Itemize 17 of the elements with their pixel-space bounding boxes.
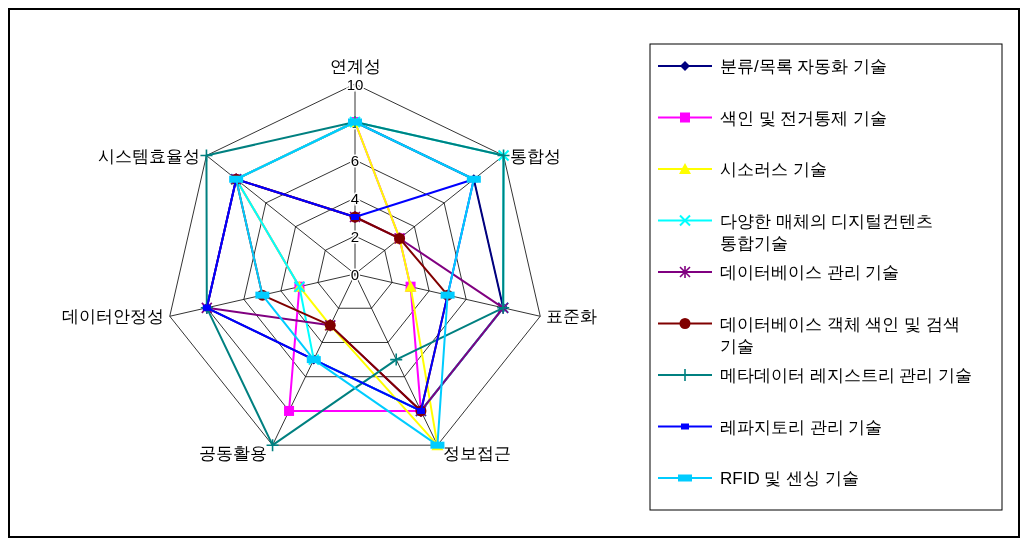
legend-label: 데이터베이스 관리 기술 (720, 263, 900, 282)
spoke-label: 정보접근 (443, 444, 512, 464)
legend-label: 색인 및 전거통제 기술 (720, 108, 888, 128)
spoke-label: 시스템효율성 (98, 146, 201, 166)
spoke-label: 연계성 (329, 57, 381, 76)
legend-label: 분류/목록 자동화 기술 (720, 57, 888, 76)
legend-label: 레파지토리 관리 기술 (720, 417, 883, 437)
spoke-label: 통합성 (509, 146, 561, 166)
legend-label: 다양한 매체의 디지털컨텐츠 통합기술 (720, 211, 934, 253)
y-tick-label: 0 (350, 265, 360, 283)
legend-label: 데이터베이스 객체 색인 및 검색 기술 (720, 314, 960, 356)
legend-label: RFID 및 센싱 기술 (720, 469, 859, 488)
spoke-label: 데이터안정성 (61, 307, 164, 327)
spoke-label: 공동활용 (198, 444, 267, 464)
spoke-label: 표준화 (546, 307, 598, 327)
legend-label: 시소러스 기술 (720, 160, 827, 179)
legend-label: 메타데이터 레지스트리 관리 기술 (720, 366, 973, 385)
